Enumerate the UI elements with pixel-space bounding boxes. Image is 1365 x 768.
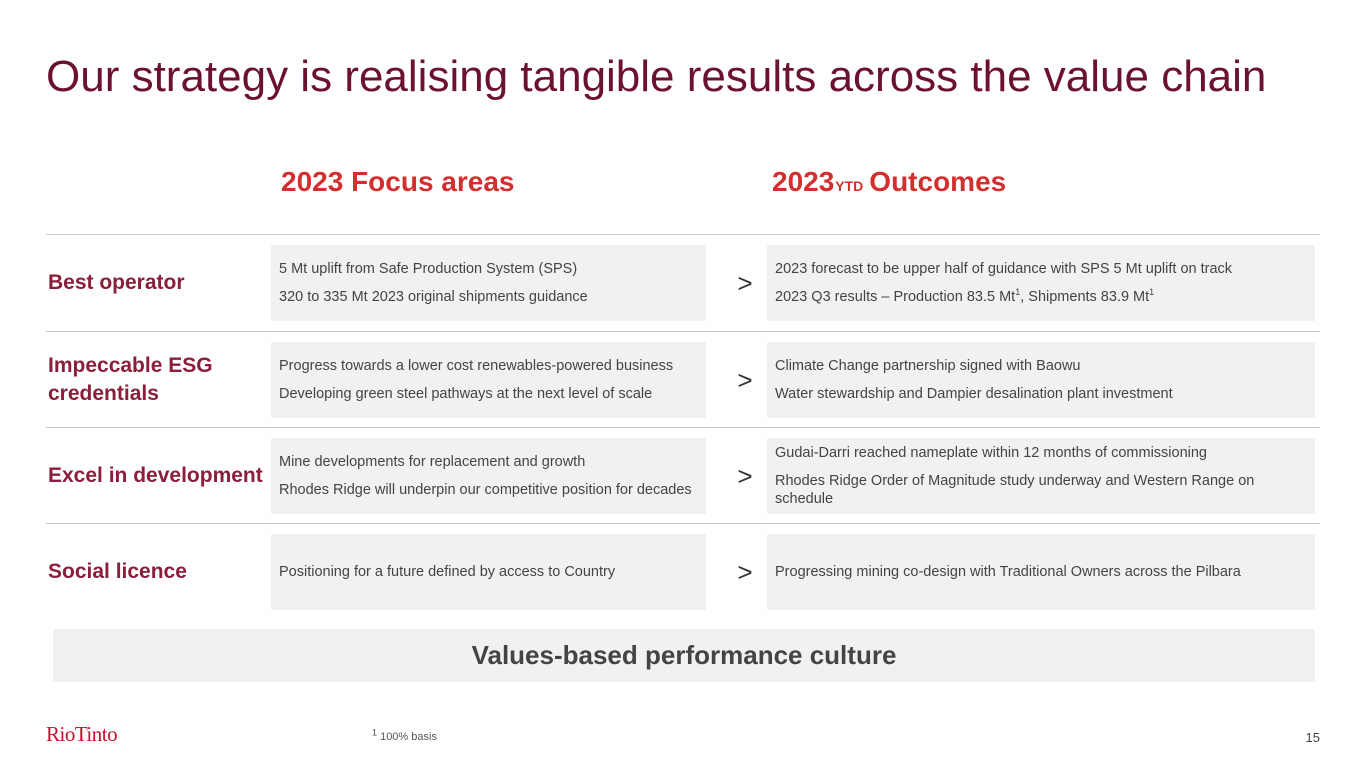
outcome-item: Progressing mining co-design with Tradit… (775, 564, 1241, 580)
outcome-box-development: Gudai-Darri reached nameplate within 12 … (767, 438, 1315, 514)
arrow-icon: > (737, 461, 753, 491)
focus-item: 320 to 335 Mt 2023 original shipments gu… (279, 289, 588, 305)
divider (46, 427, 1320, 428)
focus-box-best-operator: 5 Mt uplift from Safe Production System … (271, 245, 706, 321)
arrow-icon: > (737, 268, 753, 298)
footnote: 1 100% basis (372, 727, 437, 743)
divider (46, 523, 1320, 524)
row-label-esg: Impeccable ESG credentials (48, 354, 213, 405)
values-banner: Values-based performance culture (53, 629, 1315, 682)
outcome-item: Water stewardship and Dampier desalinati… (775, 386, 1173, 402)
outcome-item: Gudai-Darri reached nameplate within 12 … (775, 445, 1207, 461)
outcome-item: Rhodes Ridge Order of Magnitude study un… (775, 473, 1255, 507)
page-number: 15 (1305, 730, 1320, 745)
outcome-box-social-licence: Progressing mining co-design with Tradit… (767, 534, 1315, 610)
rio-tinto-logo: RioTinto (46, 722, 118, 746)
focus-box-esg: Progress towards a lower cost renewables… (271, 342, 706, 418)
focus-item: Developing green steel pathways at the n… (279, 386, 653, 402)
outcome-item: 2023 forecast to be upper half of guidan… (775, 261, 1233, 277)
focus-item: Positioning for a future defined by acce… (279, 564, 616, 580)
outcome-box-best-operator: 2023 forecast to be upper half of guidan… (767, 245, 1315, 321)
focus-item: Progress towards a lower cost renewables… (279, 358, 674, 374)
outcomes-header: 2023YTD Outcomes (772, 166, 1006, 198)
focus-item: Rhodes Ridge will underpin our competiti… (279, 482, 692, 498)
focus-item: Mine developments for replacement and gr… (279, 454, 586, 470)
focus-item: 5 Mt uplift from Safe Production System … (279, 261, 578, 277)
arrow-icon: > (737, 557, 753, 587)
row-label-social-licence: Social licence (48, 560, 187, 583)
row-label-development: Excel in development (48, 464, 263, 487)
divider (46, 331, 1320, 332)
outcomes-ytd: YTD (835, 178, 864, 194)
focus-box-social-licence: Positioning for a future defined by acce… (271, 534, 706, 610)
row-label-best-operator: Best operator (48, 271, 185, 294)
outcomes-label: Outcomes (869, 166, 1007, 197)
outcomes-year: 2023 (772, 166, 835, 197)
outcome-item: 2023 Q3 results – Production 83.5 Mt1, S… (775, 287, 1155, 305)
outcome-item: Climate Change partnership signed with B… (775, 358, 1081, 374)
focus-box-development: Mine developments for replacement and gr… (271, 438, 706, 514)
outcome-box-esg: Climate Change partnership signed with B… (767, 342, 1315, 418)
arrow-icon: > (737, 365, 753, 395)
divider (46, 234, 1320, 235)
page-title: Our strategy is realising tangible resul… (46, 52, 1267, 101)
focus-areas-header: 2023 Focus areas (281, 166, 515, 197)
